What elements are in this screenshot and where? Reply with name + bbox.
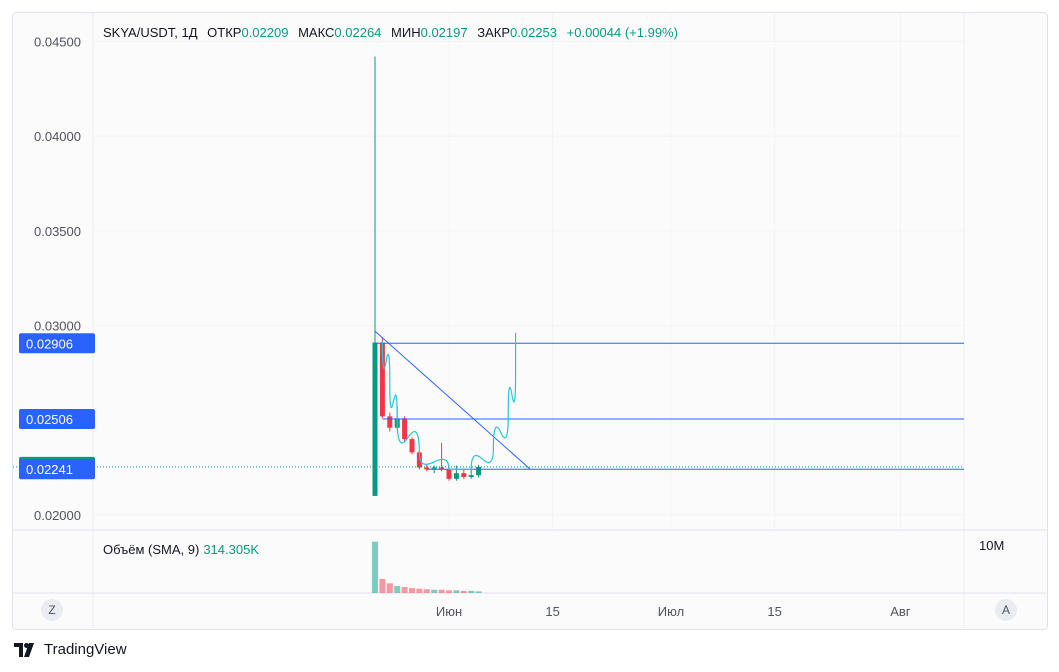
price-label-text: 0.02906 [26, 336, 73, 351]
volume-bar [475, 591, 482, 593]
volume-axis-label: 10M [979, 538, 1005, 553]
volume-legend-label: Объём (SMA, 9) [103, 542, 200, 557]
candle-body [409, 439, 415, 453]
volume-bar [372, 541, 378, 593]
volume-bar [423, 589, 430, 593]
volume-bar [431, 589, 438, 593]
legend-close-value: 0.02253 [510, 25, 558, 40]
auto-scale-button[interactable]: A [995, 599, 1017, 621]
candle-body [476, 466, 482, 476]
tradingview-logo-icon [14, 642, 34, 657]
y-tick-label: 0.04000 [34, 129, 81, 144]
legend-change: +0.00044 (+1.99%) [566, 25, 678, 40]
chart-frame: 0.04500 0.04000 0.03500 0.03000 0.02000 Июн 15… [12, 12, 1048, 630]
tradingview-brand[interactable]: TradingView [14, 641, 127, 658]
x-tick-label: 15 [545, 604, 559, 619]
price-label-text: 0.02241 [26, 462, 73, 477]
legend-high-value: 0.02264 [334, 25, 382, 40]
trend-line [374, 330, 531, 470]
volume-bar [394, 585, 401, 593]
volume-bar [460, 590, 467, 593]
curve-drawing [381, 333, 517, 470]
legend-low-value: 0.02197 [420, 25, 468, 40]
y-tick-label: 0.02000 [34, 508, 81, 523]
volume-bar [379, 578, 386, 593]
y-tick-label: 0.04500 [34, 34, 81, 49]
volume-bar [468, 590, 475, 593]
x-tick-label: Июл [658, 604, 684, 619]
volume-legend: Объём (SMA, 9) 314.305K [103, 542, 259, 557]
y-tick-label: 0.03500 [34, 224, 81, 239]
candle-body [379, 342, 385, 417]
candle-body [387, 416, 393, 428]
symbol-legend: SKYA/USDT, 1Д ОТКР0.02209 МАКС0.02264 МИ… [103, 25, 678, 40]
volume-bar [416, 588, 423, 593]
chart-svg[interactable]: 0.04500 0.04000 0.03500 0.03000 0.02000 Июн 15… [13, 13, 1047, 629]
volume-bar [401, 587, 408, 593]
price-label-box [19, 459, 95, 480]
candle-body [372, 342, 378, 496]
legend-open-label: ОТКР [207, 25, 242, 40]
x-tick-label: Июн [436, 604, 462, 619]
price-label-box [19, 333, 95, 354]
candle-body [439, 467, 445, 470]
candle-body [424, 467, 430, 470]
legend-open-value: 0.02209 [241, 25, 289, 40]
volume-bar [446, 590, 452, 593]
candle-body [431, 467, 437, 470]
price-label-text: 0.02506 [26, 412, 73, 427]
candle-body [468, 475, 474, 477]
legend-close-label: ЗАКР [477, 25, 511, 40]
volume-legend-value: 314.305K [203, 542, 259, 557]
price-label-box [19, 409, 95, 430]
legend-high-label: МАКС [298, 25, 335, 40]
brand-name: TradingView [44, 641, 127, 658]
zoom-z-button[interactable]: Z [41, 599, 63, 621]
candle-body [446, 469, 452, 479]
volume-bar [438, 589, 445, 593]
candle-body [402, 418, 408, 440]
volume-bar [386, 583, 393, 593]
candle-body [416, 452, 422, 468]
volume-bar [409, 588, 415, 593]
x-tick-label: 15 [767, 604, 781, 619]
x-tick-label: Авг [890, 604, 911, 619]
legend-symbol: SKYA/USDT, 1Д [103, 25, 198, 40]
candle-body [453, 473, 459, 479]
candle-body [461, 473, 467, 477]
y-tick-label: 0.03000 [34, 318, 81, 333]
volume-bar [453, 590, 460, 593]
legend-low-label: МИН [391, 25, 421, 40]
